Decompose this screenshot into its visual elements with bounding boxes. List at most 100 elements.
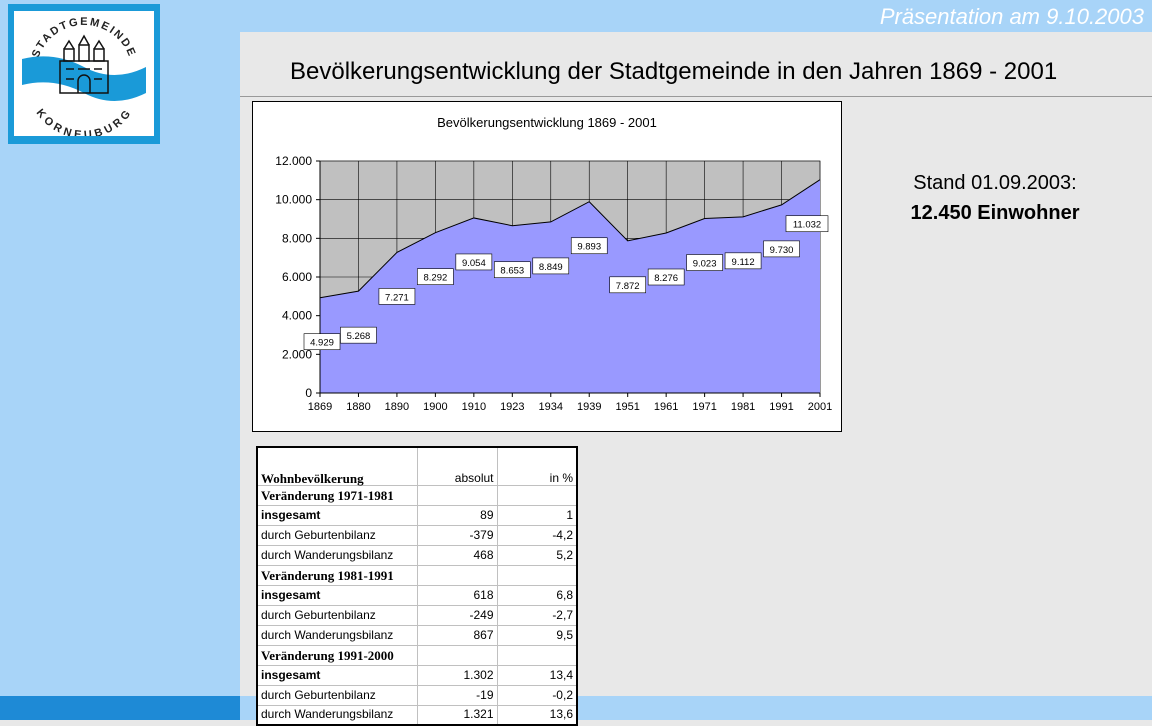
data-label-box — [686, 254, 723, 271]
row-percent: 5,2 — [496, 544, 578, 566]
population-change-table: Wohnbevölkerung absolut in % Veränderung 19… — [256, 446, 578, 726]
population-chart: Bevölkerungsentwicklung 1869 - 2001 0 2.0… — [252, 101, 842, 432]
population-chart-svg: Bevölkerungsentwicklung 1869 - 2001 0 2.0… — [275, 115, 832, 413]
data-label: 9.054 — [462, 258, 486, 269]
data-label-box — [303, 333, 341, 351]
row-percent: 9,5 — [496, 624, 578, 646]
data-label: 7.271 — [385, 292, 409, 303]
x-tick-label: 1880 — [346, 401, 370, 413]
row-absolute: 89 — [416, 504, 498, 526]
data-label-box — [647, 268, 685, 286]
data-label: 9.730 — [770, 245, 794, 256]
status-box: Stand 01.09.2003: 12.450 Einwohner — [860, 168, 1130, 228]
data-label: 5.268 — [347, 331, 371, 342]
x-tick-label: 1923 — [500, 401, 524, 413]
row-label: insgesamt — [256, 504, 418, 526]
x-tick-label: 1961 — [654, 401, 678, 413]
status-population: 12.450 Einwohner — [910, 202, 1080, 224]
x-tick-label: 1951 — [615, 401, 639, 413]
logo-top-text: STADTGEMEINDE — [30, 16, 138, 59]
presentation-date-label: Präsentation am 9.10.2003 — [879, 4, 1144, 29]
row-percent: 13,4 — [496, 664, 578, 686]
population-area — [320, 179, 820, 393]
row-percent — [496, 484, 578, 506]
row-absolute: 867 — [416, 624, 498, 646]
table-row: durch Wanderungsbilanz 468 5,2 — [256, 544, 578, 566]
slide-title: Bevölkerungsentwicklung der Stadtgemeind… — [290, 58, 1058, 85]
x-tick-label: 1991 — [769, 401, 793, 413]
table-row: insgesamt 89 1 — [256, 504, 578, 526]
data-label-box — [570, 237, 608, 255]
header-absolute: absolut — [416, 446, 498, 486]
x-tick-label: 1900 — [423, 401, 447, 413]
header-label: Wohnbevölkerung — [256, 446, 418, 486]
row-absolute — [416, 564, 498, 586]
data-label-box — [609, 276, 646, 294]
row-label: Veränderung 1981-1991 — [256, 564, 418, 586]
row-percent: 6,8 — [496, 584, 578, 606]
row-percent: 1 — [496, 504, 578, 526]
row-absolute: -379 — [416, 524, 498, 546]
y-tick-label: 10.000 — [275, 193, 312, 207]
row-percent: 13,6 — [496, 704, 578, 726]
logo: STADTGEMEINDE KORNEUBURG — [8, 4, 160, 144]
header-percent: in % — [496, 446, 578, 486]
data-label: 9.893 — [577, 242, 601, 253]
data-label-box — [785, 215, 829, 233]
logo-top-textpath: STADTGEMEINDE — [30, 16, 136, 59]
data-label: 11.032 — [793, 220, 821, 231]
coat-of-arms-icon: STADTGEMEINDE KORNEUBURG — [22, 16, 146, 141]
x-tick-label: 1939 — [577, 401, 601, 413]
y-tick-label: 12.000 — [275, 154, 312, 168]
status-date: Stand 01.09.2003: — [913, 172, 1077, 194]
row-label: durch Geburtenbilanz — [256, 684, 418, 706]
data-label-box — [532, 257, 570, 275]
row-label: durch Geburtenbilanz — [256, 604, 418, 626]
x-tick-label: 1981 — [731, 401, 755, 413]
logo-inner: STADTGEMEINDE KORNEUBURG — [14, 11, 154, 141]
y-tick-label: 2.000 — [282, 347, 312, 361]
x-tick-label: 2001 — [808, 401, 832, 413]
y-tick-label: 8.000 — [282, 231, 312, 245]
row-label: insgesamt — [256, 584, 418, 606]
x-tick-label: 1971 — [692, 401, 716, 413]
data-label-box — [378, 288, 416, 305]
data-label: 8.849 — [539, 262, 563, 273]
table-row: durch Wanderungsbilanz 1.321 13,6 — [256, 704, 578, 726]
data-label: 9.023 — [693, 259, 717, 270]
title-divider — [240, 96, 1152, 97]
row-absolute: 618 — [416, 584, 498, 606]
table-row: durch Geburtenbilanz -379 -4,2 — [256, 524, 578, 546]
y-tick-label: 4.000 — [282, 309, 312, 323]
data-label: 4.929 — [310, 338, 334, 349]
row-percent — [496, 644, 578, 666]
y-tick-label: 0 — [305, 386, 312, 400]
data-label: 8.292 — [423, 273, 447, 284]
row-absolute: -249 — [416, 604, 498, 626]
data-label-box — [724, 252, 762, 270]
row-label: durch Wanderungsbilanz — [256, 704, 418, 726]
table-row: durch Wanderungsbilanz 867 9,5 — [256, 624, 578, 646]
row-absolute: 1.302 — [416, 664, 498, 686]
table-row: insgesamt 1.302 13,4 — [256, 664, 578, 686]
data-label: 8.276 — [654, 273, 678, 284]
table-section-row: Veränderung 1971-1981 — [256, 484, 578, 506]
row-absolute: -19 — [416, 684, 498, 706]
data-label: 8.653 — [500, 266, 524, 277]
table-row: durch Geburtenbilanz -19 -0,2 — [256, 684, 578, 706]
y-tick-label: 6.000 — [282, 270, 312, 284]
table-header-row: Wohnbevölkerung absolut in % — [256, 446, 578, 486]
data-label-box — [417, 268, 454, 285]
x-tick-label: 1890 — [385, 401, 409, 413]
table-row: durch Geburtenbilanz -249 -2,7 — [256, 604, 578, 626]
data-label: 9.112 — [732, 257, 755, 268]
row-percent: -2,7 — [496, 604, 578, 626]
logo-bottom-text: KORNEUBURG — [34, 107, 135, 136]
chart-title: Bevölkerungsentwicklung 1869 - 2001 — [437, 115, 657, 130]
x-tick-label: 1910 — [462, 401, 486, 413]
top-band — [240, 0, 1152, 32]
row-label: Veränderung 1971-1981 — [256, 484, 418, 506]
row-label: durch Wanderungsbilanz — [256, 624, 418, 646]
row-percent: -4,2 — [496, 524, 578, 546]
logo-bottom-textpath: KORNEUBURG — [34, 107, 133, 141]
